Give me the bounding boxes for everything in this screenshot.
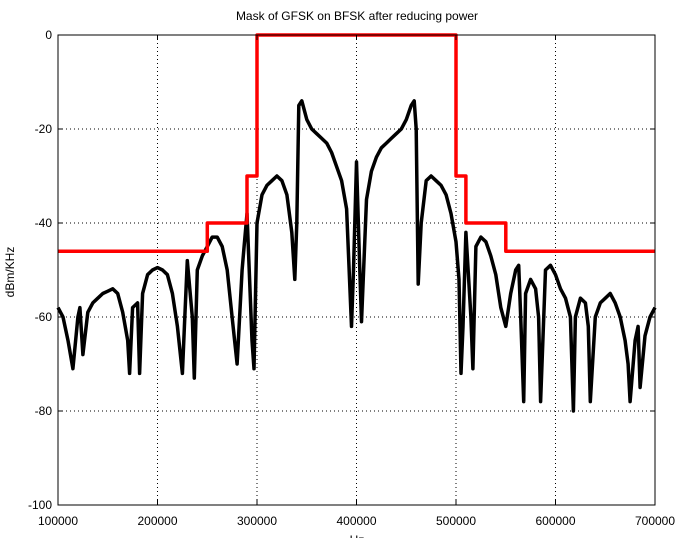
x-axis-label: Hz	[350, 533, 365, 538]
y-tick-label: -100	[28, 498, 52, 512]
y-tick-label: 0	[45, 28, 52, 42]
x-tick-label: 400000	[336, 514, 376, 528]
y-tick-label: -60	[35, 310, 53, 324]
y-axis-label: dBm/KHz	[3, 247, 17, 298]
y-tick-label: -80	[35, 404, 53, 418]
spectrum-line	[56, 99, 657, 413]
x-tick-label: 700000	[635, 514, 675, 528]
x-tick-label: 200000	[137, 514, 177, 528]
y-tick-label: -20	[35, 122, 53, 136]
y-tick-label: -40	[35, 216, 53, 230]
ticks: 100000 200000 300000 400000 500000 600000 7000…	[28, 28, 675, 528]
x-tick-label: 100000	[38, 514, 78, 528]
x-tick-label: 600000	[535, 514, 575, 528]
x-tick-label: 300000	[237, 514, 277, 528]
chart-title: Mask of GFSK on BFSK after reducing powe…	[236, 9, 478, 23]
x-tick-label: 500000	[436, 514, 476, 528]
